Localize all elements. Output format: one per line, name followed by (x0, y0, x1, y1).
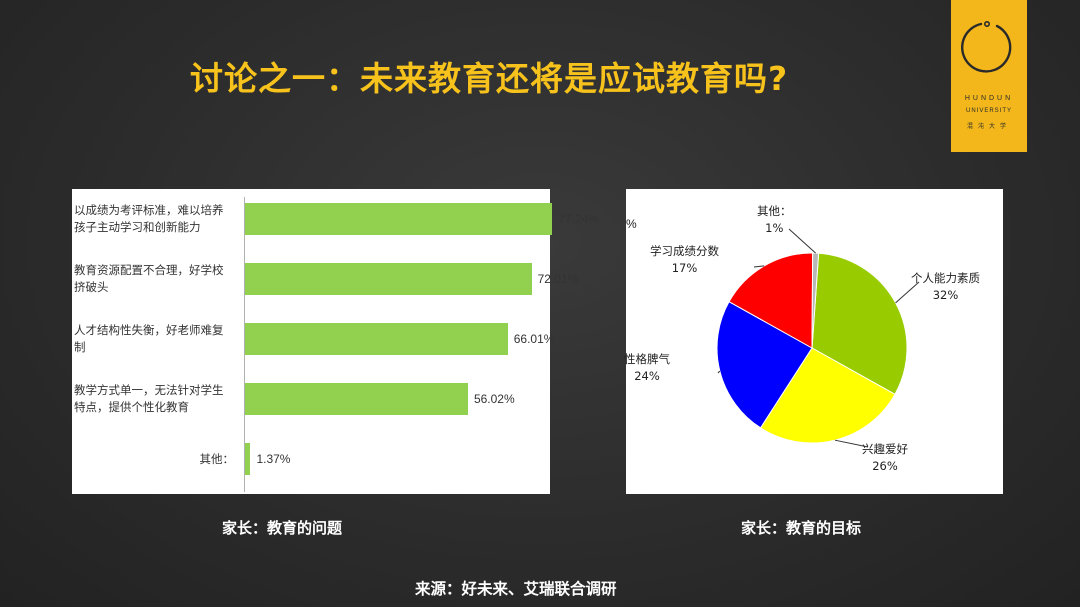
pie-chart (716, 228, 920, 448)
bar-category-label: 教育资源配置不合理，好学校 挤破头 (74, 263, 224, 294)
circle-logo-icon (961, 20, 1012, 73)
logo-line3: 混沌大学 (966, 124, 1011, 130)
pie-label-personality: 性格脾气 24% (624, 352, 670, 383)
pie-leader-line (788, 228, 816, 254)
pie-leader-line (717, 370, 721, 374)
bar (245, 443, 251, 475)
logo-line2: UNIVERSITY (965, 108, 1012, 114)
bar-value-label: 77.24% (558, 212, 600, 226)
bar-category-label: 教学方式单一，无法针对学生 特点，提供个性化教育 (74, 383, 224, 414)
hundun-university-logo: HUNDUN UNIVERSITY 混沌大学 (951, 0, 1027, 152)
pie-label-ability: 个人能力素质 32% (911, 271, 980, 302)
bar-value-label: 56.02% (473, 392, 515, 406)
bar (245, 203, 553, 235)
bar-chart-caption: 家长：教育的问题 (222, 519, 343, 537)
pie-label-other: 其他： 1% (757, 204, 792, 235)
bar-value-label: 1.37% (256, 452, 291, 466)
bar-value-label: 66.01% (513, 332, 555, 346)
pie-chart-panel: % 其他： 1% 学习成绩分数 17% 个人能力素质 32% 性格脾气 24% … (624, 189, 1003, 494)
source-note: 来源：好未来、艾瑞联合调研 (415, 580, 617, 598)
bar-chart-panel: 以成绩为考评标准，难以培养 孩子主动学习和创新能力 77.24% 教育资源配置不合理… (72, 189, 599, 494)
bar (245, 263, 532, 295)
bar-category-label: 以成绩为考评标准，难以培养 孩子主动学习和创新能力 (74, 203, 224, 234)
bar-category-label: 人才结构性失衡，好老师难复 制 (74, 323, 224, 354)
bar-category-label: 其他： (199, 452, 235, 466)
stray-percent-label: % (626, 217, 637, 231)
pie-label-grades: 学习成绩分数 17% (650, 244, 719, 275)
pie-leader-line (834, 439, 869, 448)
pie-leader-line (895, 281, 920, 304)
pie-chart-caption: 家长：教育的目标 (741, 519, 862, 537)
logo-line1: HUNDUN (964, 95, 1014, 102)
pie-leader-line (753, 265, 765, 268)
bar (245, 383, 468, 415)
bar-value-label: 72.01% (537, 272, 579, 286)
bar (245, 323, 508, 355)
bar-chart-axis (244, 197, 245, 492)
pie-slice (728, 252, 814, 349)
slide-title: 讨论之一：未来教育还将是应试教育吗? (190, 59, 789, 98)
pie-label-interests: 兴趣爱好 26% (862, 442, 908, 473)
